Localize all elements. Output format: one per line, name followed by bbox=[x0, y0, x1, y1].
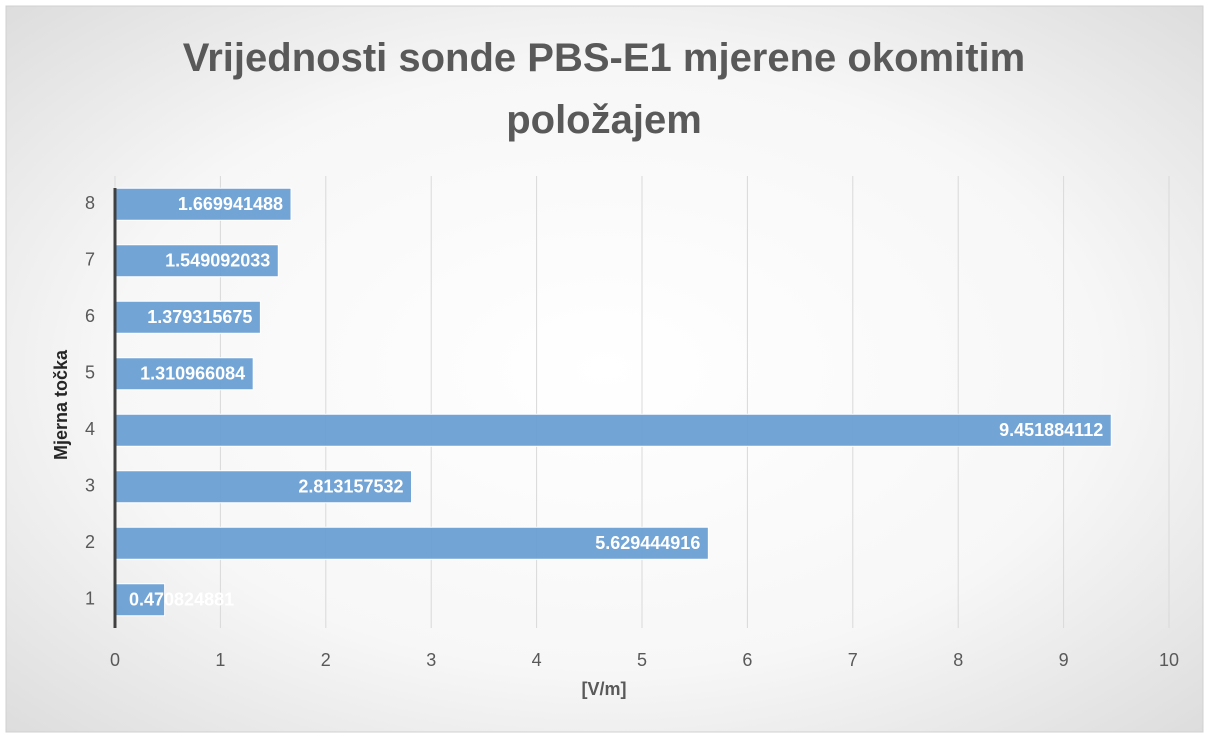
data-label: 1.549092033 bbox=[165, 251, 270, 271]
bar bbox=[114, 244, 279, 278]
y-tick-label: 1 bbox=[85, 589, 95, 609]
data-label: 1.379315675 bbox=[147, 307, 252, 327]
y-tick-label: 5 bbox=[85, 363, 95, 383]
y-tick-label: 3 bbox=[85, 476, 95, 496]
x-tick-label: 3 bbox=[426, 650, 436, 670]
x-tick-label: 5 bbox=[637, 650, 647, 670]
data-label: 5.629444916 bbox=[595, 533, 700, 553]
x-tick-label: 10 bbox=[1159, 650, 1179, 670]
bar bbox=[114, 470, 413, 504]
y-tick-label: 7 bbox=[85, 250, 95, 270]
chart-title: Vrijednosti sonde PBS-E1 mjerene okomiti… bbox=[183, 36, 1025, 142]
x-tick-label: 6 bbox=[742, 650, 752, 670]
bar bbox=[114, 357, 254, 391]
y-tick-label: 6 bbox=[85, 306, 95, 326]
data-label: 9.451884112 bbox=[999, 420, 1103, 440]
x-tick-label: 0 bbox=[110, 650, 120, 670]
bar bbox=[114, 300, 261, 334]
y-tick-label: 8 bbox=[85, 193, 95, 213]
y-tick-label: 2 bbox=[85, 532, 95, 552]
x-tick-label: 4 bbox=[532, 650, 542, 670]
x-tick-label: 7 bbox=[848, 650, 858, 670]
x-tick-label: 9 bbox=[1059, 650, 1069, 670]
y-axis-label: Mjerna točka bbox=[51, 349, 71, 460]
x-tick-label: 2 bbox=[321, 650, 331, 670]
y-tick-label: 4 bbox=[85, 419, 95, 439]
data-label: 1.310966084 bbox=[140, 364, 245, 384]
data-label: 0.470824881 bbox=[129, 590, 234, 610]
x-tick-label: 1 bbox=[215, 650, 225, 670]
data-label: 1.669941488 bbox=[178, 194, 283, 214]
x-axis-label: [V/m] bbox=[582, 679, 627, 699]
x-tick-label: 8 bbox=[953, 650, 963, 670]
bar bbox=[114, 413, 1112, 447]
data-label: 2.813157532 bbox=[298, 477, 403, 497]
